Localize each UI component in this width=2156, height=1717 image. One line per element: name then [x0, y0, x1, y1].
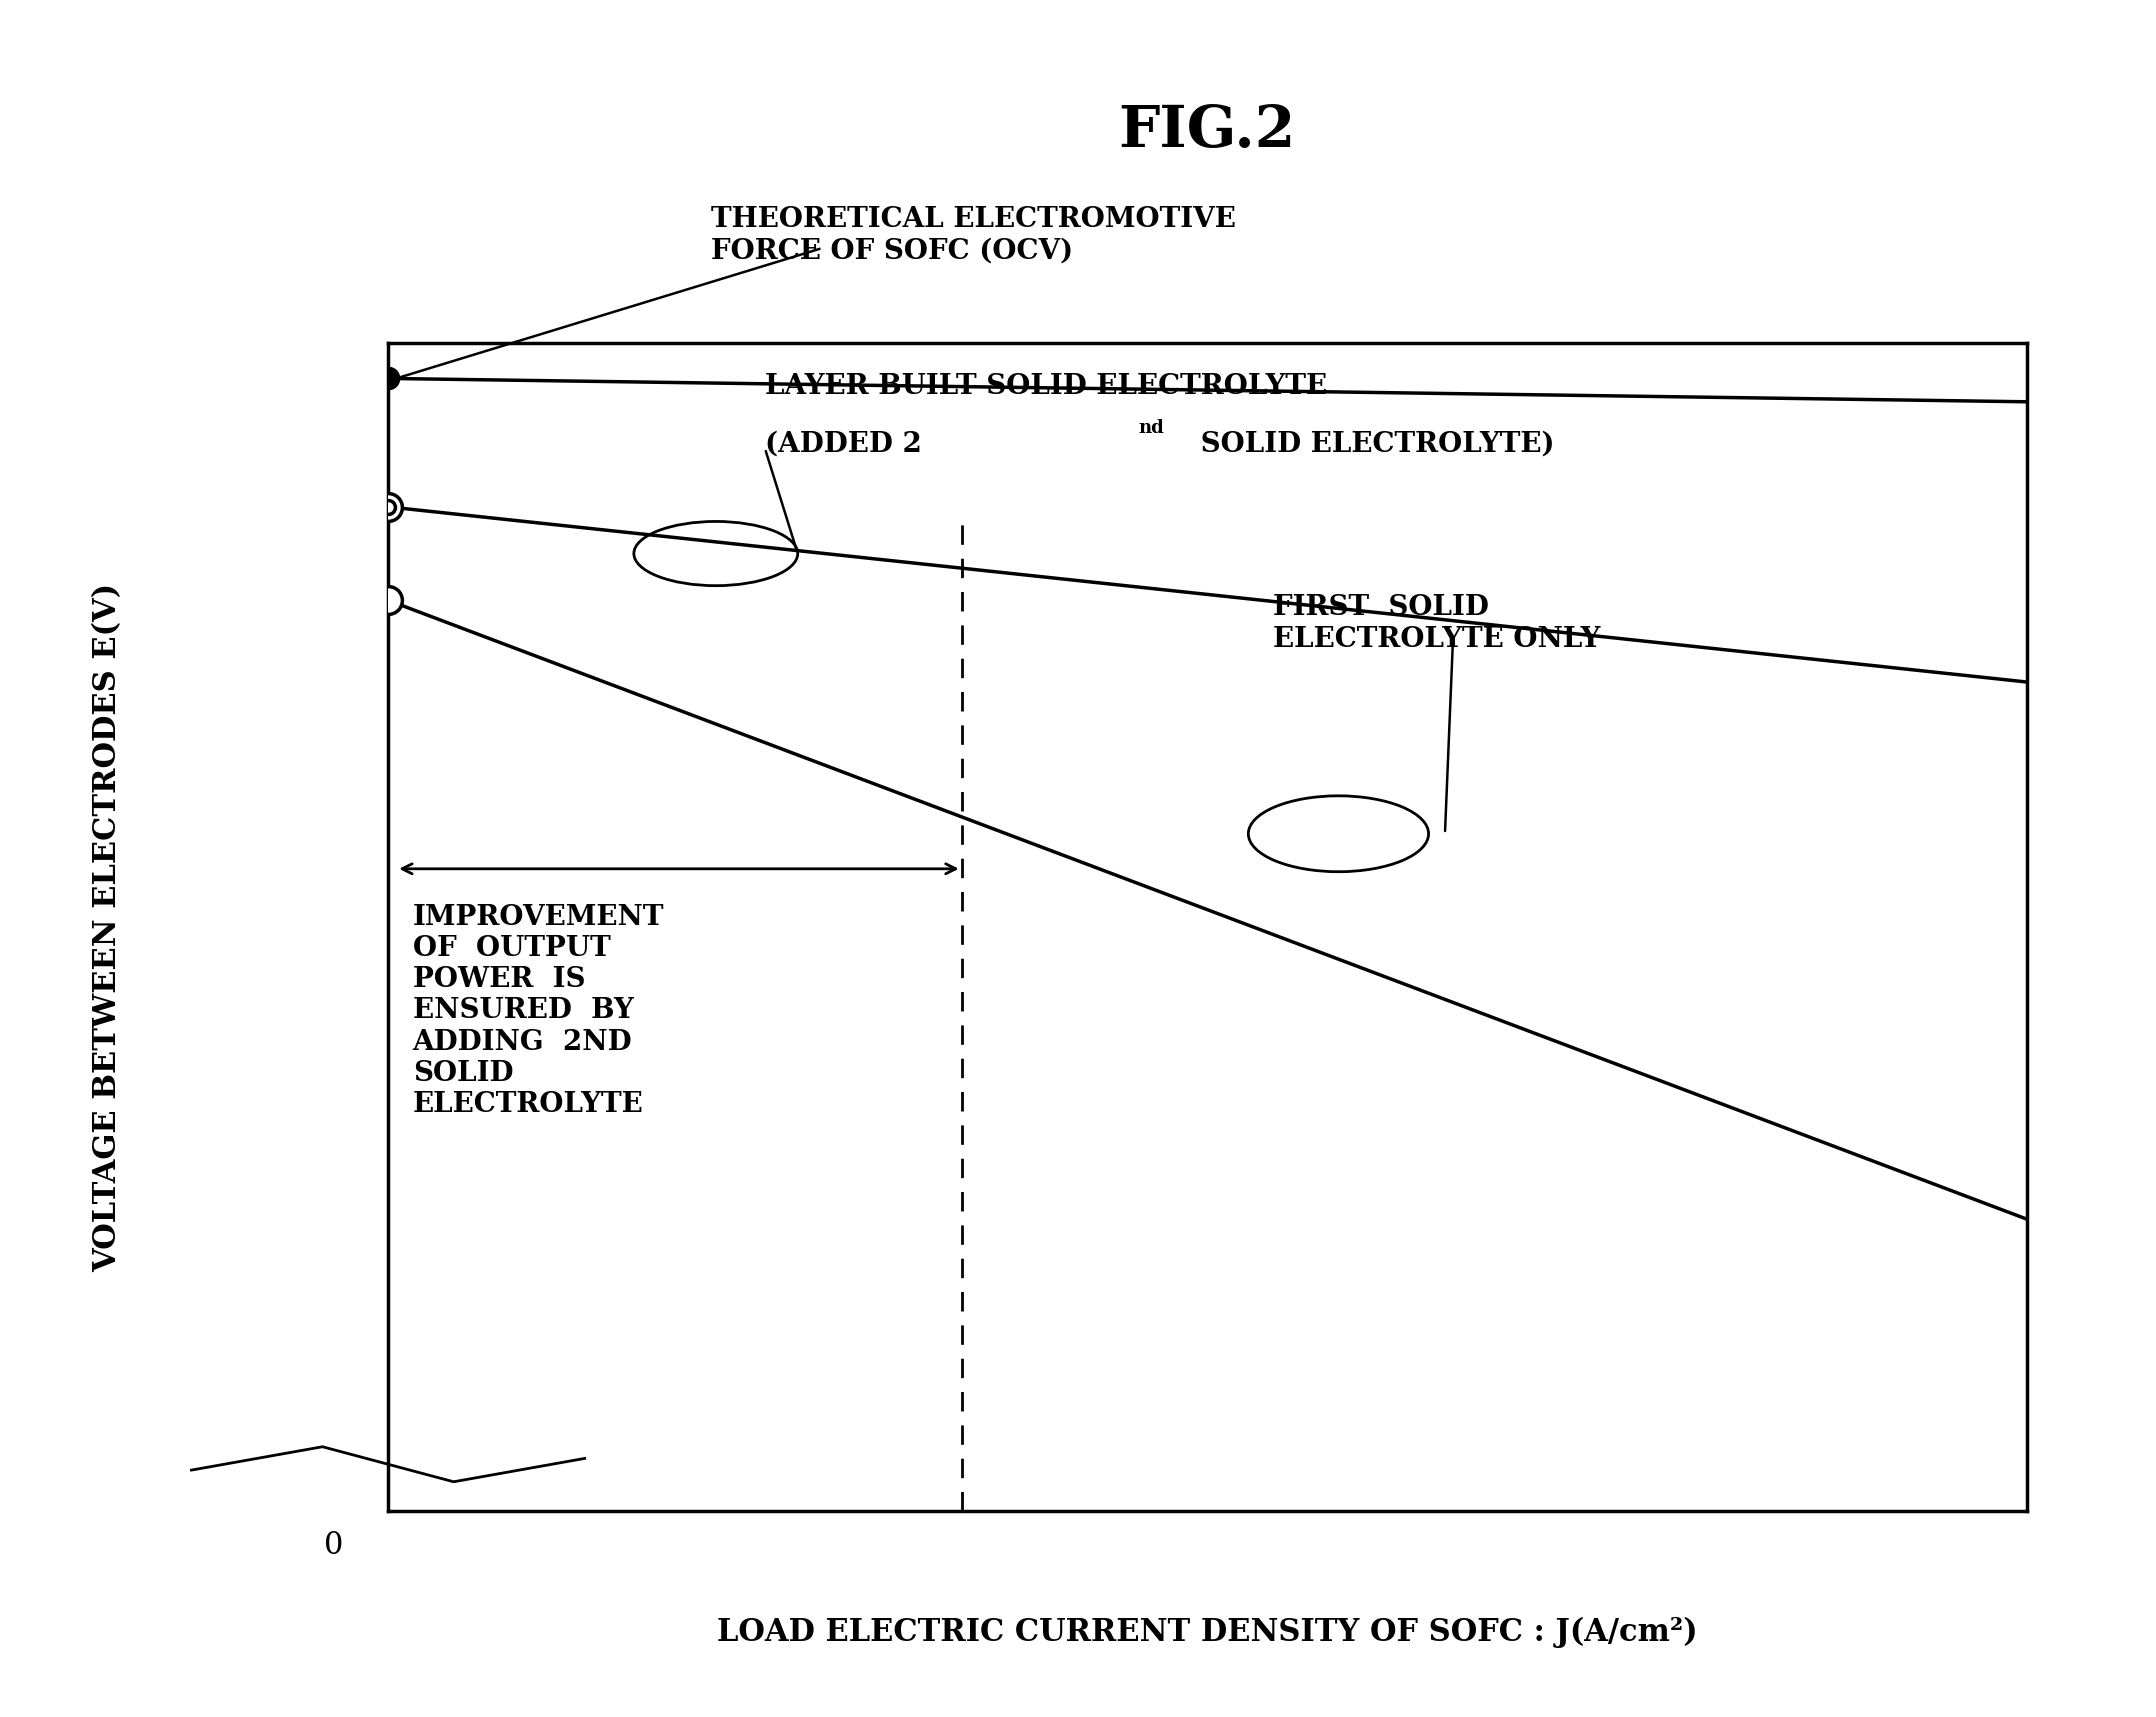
Text: FIG.2: FIG.2 [1119, 103, 1296, 160]
Text: FIRST  SOLID
ELECTROLYTE ONLY: FIRST SOLID ELECTROLYTE ONLY [1272, 594, 1600, 652]
Text: THEORETICAL ELECTROMOTIVE
FORCE OF SOFC (OCV): THEORETICAL ELECTROMOTIVE FORCE OF SOFC … [711, 206, 1235, 264]
Text: SOLID ELECTROLYTE): SOLID ELECTROLYTE) [1190, 431, 1554, 458]
Text: (ADDED 2: (ADDED 2 [765, 431, 923, 458]
Text: IMPROVEMENT
OF  OUTPUT
POWER  IS
ENSURED  BY
ADDING  2ND
SOLID
ELECTROLYTE: IMPROVEMENT OF OUTPUT POWER IS ENSURED B… [412, 903, 664, 1118]
Text: VOLTAGE BETWEEN ELECTRODES E(V): VOLTAGE BETWEEN ELECTRODES E(V) [93, 582, 123, 1272]
Text: LOAD ELECTRIC CURRENT DENSITY OF SOFC : J(A/cm²): LOAD ELECTRIC CURRENT DENSITY OF SOFC : … [718, 1617, 1697, 1648]
Text: LAYER BUILT SOLID ELECTROLYTE: LAYER BUILT SOLID ELECTROLYTE [765, 373, 1328, 400]
Text: nd: nd [1138, 419, 1164, 438]
Text: 0: 0 [326, 1530, 343, 1561]
